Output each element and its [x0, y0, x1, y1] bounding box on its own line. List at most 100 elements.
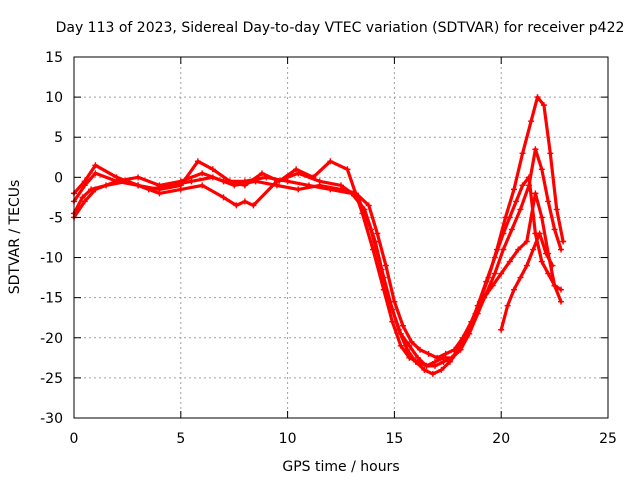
data-point-marker — [549, 262, 556, 269]
data-point-marker — [399, 322, 406, 329]
data-point-marker — [414, 358, 421, 365]
data-point-marker — [389, 318, 396, 325]
y-tick-label: 15 — [45, 50, 63, 66]
data-point-marker — [382, 262, 389, 269]
y-tick-label: -10 — [40, 251, 63, 267]
data-point-marker — [457, 342, 464, 349]
data-point-marker — [483, 278, 490, 285]
series-line — [72, 95, 565, 360]
data-point-marker — [491, 270, 498, 277]
data-point-marker — [511, 286, 518, 293]
data-point-marker — [523, 262, 530, 269]
data-point-marker — [338, 182, 344, 189]
data-point-marker — [276, 178, 283, 185]
data-point-marker — [406, 342, 413, 349]
data-point-marker — [209, 166, 216, 173]
data-point-marker — [545, 198, 552, 205]
y-tick-label: -30 — [40, 411, 63, 427]
data-point-marker — [560, 238, 567, 245]
series-line — [72, 159, 563, 368]
y-tick-label: 0 — [54, 170, 63, 186]
data-point-marker — [511, 186, 518, 193]
data-point-marker — [156, 186, 163, 193]
data-point-marker — [519, 150, 526, 157]
data-point-marker — [241, 198, 248, 205]
data-point-marker — [220, 194, 227, 201]
axis-ticks: 0 5 10 15 20 25 15 10 5 0 -5 -10 -15 -20 -25 -30 — [40, 50, 617, 447]
plot-frame — [73, 56, 609, 419]
x-tick-label: 10 — [279, 431, 297, 447]
data-point-marker — [220, 178, 227, 185]
data-point-marker — [508, 226, 515, 233]
data-point-marker — [540, 102, 547, 109]
data-point-marker — [408, 338, 415, 345]
data-point-marker — [449, 354, 456, 361]
data-point-marker — [380, 286, 387, 293]
series-track-4 — [71, 158, 565, 369]
data-point-marker — [135, 182, 142, 189]
data-point-marker — [538, 258, 545, 265]
data-point-marker — [344, 166, 351, 173]
data-point-marker — [545, 270, 552, 277]
data-point-marker — [199, 182, 206, 189]
data-point-marker — [431, 362, 438, 369]
series-track-5 — [498, 230, 556, 333]
data-point-marker — [504, 302, 511, 309]
data-point-marker — [365, 202, 372, 209]
data-point-marker — [199, 170, 206, 177]
data-point-marker — [474, 302, 481, 309]
data-point-marker — [92, 186, 99, 193]
series-line — [72, 147, 563, 368]
data-point-marker — [92, 170, 99, 177]
data-point-marker — [498, 326, 505, 333]
x-tick-label: 20 — [492, 431, 510, 447]
x-tick-label: 25 — [599, 431, 617, 447]
data-point-marker — [538, 214, 545, 221]
data-point-marker — [233, 202, 240, 209]
data-point-marker — [534, 94, 541, 101]
data-point-marker — [250, 202, 257, 209]
y-tick-label: -20 — [40, 331, 63, 347]
data-point-marker — [536, 230, 543, 237]
data-point-marker — [553, 206, 560, 213]
data-series — [71, 94, 567, 377]
data-point-marker — [466, 326, 473, 333]
data-point-marker — [543, 250, 550, 257]
series-line — [499, 231, 555, 332]
data-point-marker — [359, 210, 366, 217]
data-point-marker — [547, 150, 554, 157]
data-point-marker — [442, 350, 449, 357]
data-point-marker — [305, 182, 312, 189]
data-point-marker — [316, 178, 323, 185]
data-point-marker — [81, 198, 88, 205]
data-point-marker — [310, 174, 317, 181]
y-tick-label: 10 — [45, 90, 63, 106]
data-point-marker — [538, 166, 545, 173]
y-tick-label: 5 — [54, 130, 63, 146]
data-point-marker — [551, 282, 558, 289]
data-point-marker — [513, 198, 520, 205]
x-axis-label: GPS time / hours — [282, 459, 399, 475]
data-point-marker — [194, 158, 201, 165]
data-point-marker — [519, 182, 526, 189]
x-tick-label: 5 — [176, 431, 185, 447]
y-tick-label: -25 — [40, 371, 63, 387]
data-point-marker — [79, 194, 86, 201]
data-point-marker — [113, 174, 120, 181]
data-point-marker — [327, 158, 334, 165]
data-point-marker — [284, 178, 291, 185]
data-point-marker — [558, 246, 565, 253]
data-point-marker — [500, 230, 507, 237]
data-point-marker — [517, 274, 524, 281]
data-point-marker — [92, 162, 99, 169]
data-point-marker — [295, 186, 302, 193]
data-point-marker — [258, 170, 265, 177]
data-point-marker — [425, 350, 432, 357]
data-point-marker — [498, 270, 505, 277]
y-tick-label: -5 — [49, 210, 63, 226]
data-point-marker — [532, 146, 539, 153]
data-point-marker — [528, 118, 535, 125]
data-point-marker — [506, 214, 513, 221]
data-point-marker — [489, 282, 496, 289]
data-point-marker — [558, 298, 565, 305]
